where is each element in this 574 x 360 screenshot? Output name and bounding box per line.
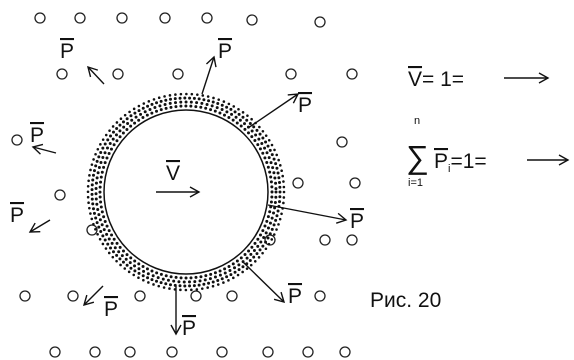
p-equation: =1= [450,150,486,173]
sum-lower: i=1 [408,177,423,189]
particle-label: P [288,285,302,308]
particle-label: P [350,210,364,233]
particle-label: P [182,317,196,340]
velocity-label: V [166,162,180,185]
caption: Рис. 20 [370,289,441,312]
particle-label: P [10,204,24,227]
particle-label: P [218,40,232,63]
v-symbol: V [408,68,422,91]
particle-label: P [298,94,312,117]
legend-p: Pi=1= [434,150,487,175]
sum-upper: n [414,115,420,127]
sum-symbol: ∑ [406,139,429,175]
particle-label: P [60,40,74,63]
diagram: P P P P P P P P P V V= 1= n ∑ i=1 Pi=1= … [0,0,574,360]
particle-label: P [104,298,118,321]
v-equation: = 1= [422,68,464,91]
particle-label: P [30,124,44,147]
p-symbol: P [434,150,448,173]
legend-v: V= 1= [408,68,464,91]
page: {"particle_labels": ["P", "P", "P", "P",… [0,0,574,360]
